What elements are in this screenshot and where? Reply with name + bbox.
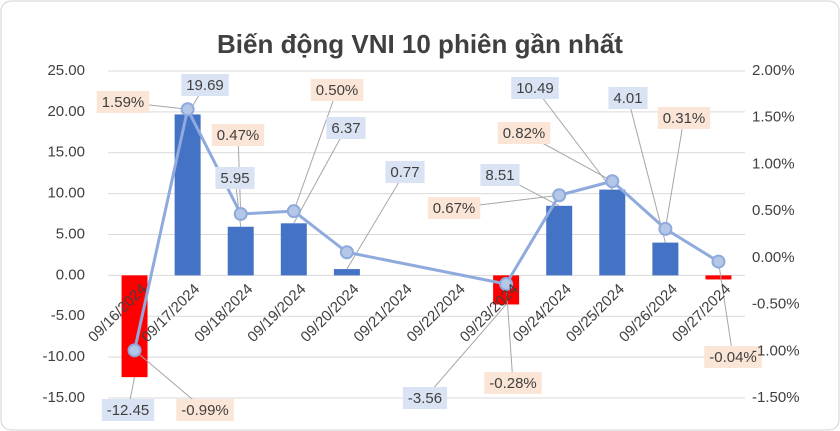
data-label: -0.28% [489, 375, 537, 392]
data-label-box [657, 107, 711, 129]
data-label-box [608, 87, 648, 109]
data-label: 0.67% [433, 200, 476, 217]
data-label: 19.69 [186, 77, 224, 94]
y-tick-label: 5.00 [56, 225, 85, 242]
data-label: 0.77 [390, 164, 419, 181]
data-label: 0.50% [316, 82, 359, 99]
line-segment [292, 209, 349, 254]
y-tick-label: 25.00 [47, 62, 85, 79]
line-marker [233, 206, 248, 221]
data-label-box [215, 167, 255, 189]
grid [108, 70, 745, 399]
line-marker [127, 343, 142, 358]
data-label-box [211, 124, 265, 146]
y2-tick-label: 0.00% [752, 249, 795, 266]
data-label-box [181, 74, 229, 96]
y2-tick-label: -0.50% [752, 296, 800, 313]
data-label: -0.99% [181, 402, 229, 419]
data-label: 10.49 [516, 80, 554, 97]
leader-line [534, 87, 613, 190]
data-label-box [480, 164, 520, 186]
line-marker [658, 221, 673, 236]
labels: -12.45 19.69 5.95 6.37 0.77 -3.56 8.51 10.49 4.0… [96, 74, 762, 421]
data-label: -12.45 [107, 402, 150, 419]
data-label: 5.95 [220, 170, 249, 187]
data-label: 1.59% [102, 94, 145, 111]
data-label-box [101, 399, 155, 421]
y-tick-label: 20.00 [47, 103, 85, 120]
line-marker [499, 277, 514, 292]
y-tick-label: -5.00 [51, 307, 85, 324]
leader-line [627, 97, 666, 243]
line-segment [504, 193, 561, 286]
y-tick-label: -15.00 [42, 389, 85, 406]
line-segment [133, 107, 190, 352]
bar [121, 275, 148, 378]
leader-line [664, 117, 685, 229]
y2-tick-label: -1.00% [752, 342, 800, 359]
line [127, 102, 726, 358]
data-label-box [176, 399, 234, 421]
line-segment [345, 250, 508, 286]
bar [174, 114, 201, 276]
leader-line [505, 283, 514, 384]
y2-tick-label: 0.50% [752, 202, 795, 219]
bar [280, 223, 307, 276]
line-marker [286, 204, 301, 219]
line-segment [186, 107, 243, 216]
data-label: 0.47% [217, 127, 260, 144]
line-marker [552, 188, 567, 203]
leader-line [293, 89, 338, 212]
data-label-box [704, 346, 762, 368]
line-segment [239, 209, 296, 216]
leader-line [424, 304, 507, 399]
data-label-box [326, 117, 366, 139]
data-label-box [427, 197, 481, 219]
y2-tick-label: 2.00% [752, 62, 795, 79]
bars [121, 114, 732, 378]
data-label-box [402, 387, 448, 409]
y2-tick-label: -1.50% [752, 389, 800, 406]
y-tick-label: -10.00 [42, 348, 85, 365]
bar [599, 189, 626, 276]
data-label: -0.04% [709, 349, 757, 366]
line-marker [339, 245, 354, 260]
data-label: 0.82% [503, 125, 546, 142]
line-segment [557, 179, 614, 197]
line-marker [180, 102, 195, 117]
data-label: 4.01 [613, 90, 642, 107]
data-label: 8.51 [485, 167, 514, 184]
y2-tick-label: 1.00% [752, 155, 795, 172]
bar [333, 269, 360, 276]
bar [546, 205, 573, 276]
line-segment [610, 179, 667, 231]
y-tick-label: 15.00 [47, 144, 85, 161]
data-label-box [497, 122, 551, 144]
data-label: -3.56 [408, 390, 442, 407]
data-label-box [310, 79, 364, 101]
data-label-box [96, 91, 150, 113]
data-label-box [385, 161, 425, 183]
y-tick-label: 0.00 [56, 266, 85, 283]
y2-tick-label: 1.50% [752, 109, 795, 126]
data-label-box [484, 372, 542, 394]
y-tick-label: 10.00 [47, 185, 85, 202]
bar [652, 242, 679, 276]
line-marker [605, 174, 620, 189]
line-segment [663, 227, 720, 264]
data-label: 6.37 [331, 120, 360, 137]
chart-title: Biến động VNI 10 phiên gần nhất [217, 29, 623, 59]
leader-line [717, 261, 734, 358]
data-label: 0.31% [663, 110, 706, 127]
bar [705, 275, 732, 280]
line-marker [711, 254, 726, 269]
bar [227, 226, 254, 276]
leader-line [293, 127, 347, 224]
data-label-box [511, 77, 559, 99]
